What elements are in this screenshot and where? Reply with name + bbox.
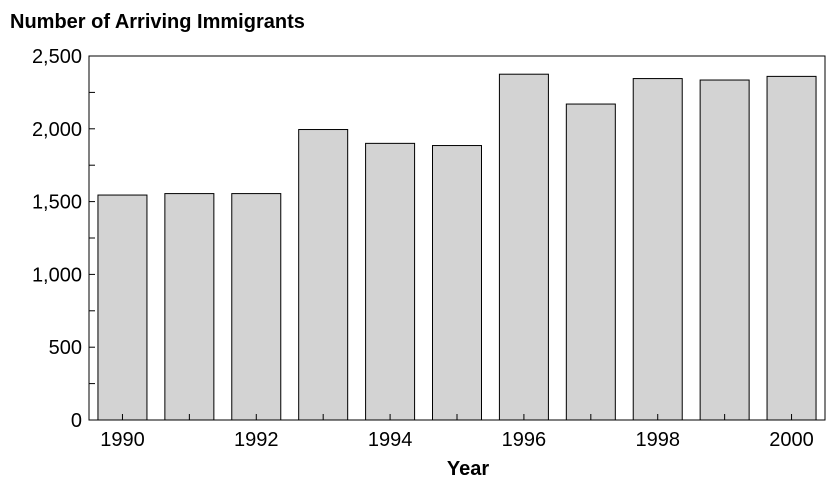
x-tick-label: 1998	[635, 429, 680, 451]
bar	[565, 103, 616, 421]
bar	[298, 129, 349, 421]
bar	[432, 145, 482, 421]
x-tick-label: 1996	[502, 429, 547, 451]
bar	[365, 142, 416, 421]
x-axis-title: Year	[447, 458, 489, 480]
chart-title: Number of Arriving Immigrants	[10, 11, 305, 33]
bar	[766, 75, 817, 421]
bar	[164, 193, 215, 421]
bar	[498, 73, 549, 421]
y-tick-label: 2,500	[32, 46, 82, 68]
plot-area: 0 500 1,000 1,500 2,000 2,500 1990 1992 1994 1996…	[32, 46, 826, 451]
x-tick-label: 1992	[234, 429, 279, 451]
y-tick-label: 2,000	[32, 119, 82, 141]
bar	[699, 79, 750, 421]
x-tick-label: 2000	[769, 429, 814, 451]
bar	[632, 78, 683, 421]
x-tick-label: 1994	[368, 429, 413, 451]
bar	[97, 194, 148, 421]
x-tick-label: 1990	[100, 429, 145, 451]
y-tick-label: 1,500	[32, 192, 82, 214]
y-tick-label: 0	[71, 410, 82, 432]
bar	[231, 193, 282, 421]
y-tick-label: 1,000	[32, 264, 82, 286]
y-tick-label: 500	[49, 337, 82, 359]
